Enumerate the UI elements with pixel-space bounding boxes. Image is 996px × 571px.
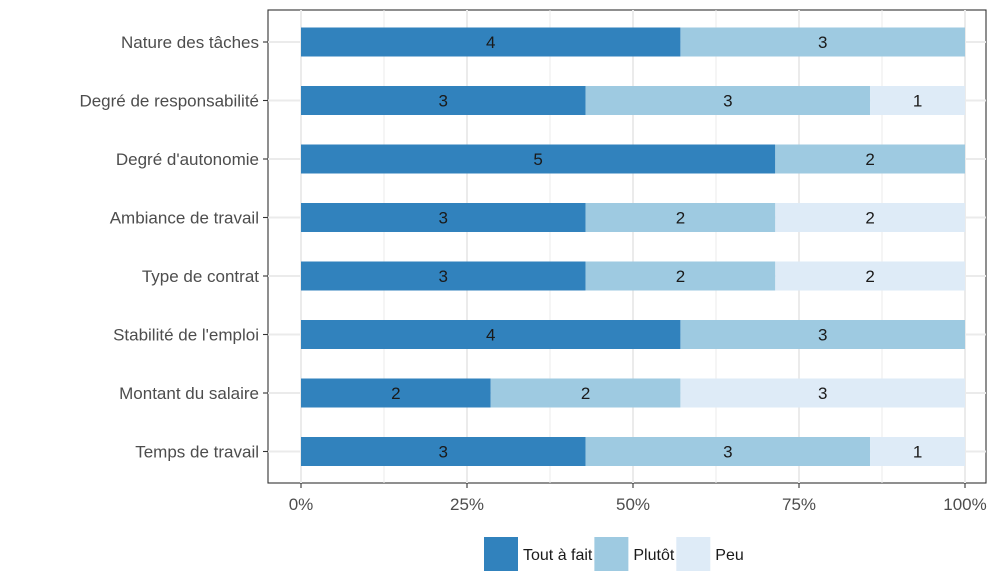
legend-label: Peu [715,547,743,564]
bar-value-label: 1 [913,92,922,111]
bar-segment [680,320,965,349]
legend-key [484,537,518,571]
y-tick-label: Degré de responsabilité [79,92,259,111]
bar-segment [301,320,681,349]
legend-label: Tout à fait [523,547,593,564]
x-tick-label: 0% [289,495,314,514]
bar-value-label: 2 [676,267,685,286]
y-tick-label: Ambiance de travail [110,209,259,228]
x-tick-label: 100% [943,495,986,514]
bar-value-label: 5 [533,150,542,169]
bar-segment [585,203,776,232]
plot-panel [267,9,987,484]
legend: Tout à fait Plutôt Peu [484,537,744,571]
bar-segment [301,261,586,291]
bar-segment [301,437,586,466]
bar-segment [301,86,586,115]
bar-segment [680,27,965,57]
bar-value-label: 2 [865,209,874,228]
bar-value-label: 2 [676,209,685,228]
bar-segment [870,86,965,115]
bar-value-label: 2 [581,384,590,403]
x-tick-label: 25% [450,495,484,514]
bar-value-label: 2 [391,384,400,403]
y-tick-label: Nature des tâches [121,33,259,52]
bar-segment [775,203,965,232]
bar-segment [870,437,965,466]
bar-value-label: 3 [439,443,448,462]
x-tick-label: 50% [616,495,650,514]
y-tick-label: Degré d'autonomie [116,150,259,169]
bar-segment [775,144,965,174]
bar-segment [680,378,965,408]
bar-value-label: 3 [723,443,732,462]
bar-segment [301,144,776,174]
bar-value-label: 3 [818,326,827,345]
legend-label: Plutôt [633,547,674,564]
bar-segment [301,378,491,408]
bar-value-label: 4 [486,33,495,52]
bar-value-label: 3 [723,92,732,111]
bar-value-label: 4 [486,326,495,345]
y-tick-label: Montant du salaire [119,384,259,403]
bar-value-label: 3 [818,384,827,403]
legend-key [676,537,711,571]
bar-value-label: 3 [439,92,448,111]
y-tick-label: Stabilité de l'emploi [113,326,259,345]
y-axis: Nature des tâches Degré de responsabilité… [79,33,268,462]
bar-segment [490,378,681,408]
bar-segment [301,203,586,232]
bar-segment [585,437,871,466]
bar-value-label: 2 [865,150,874,169]
x-tick-label: 75% [782,495,816,514]
y-tick-label: Type de contrat [142,267,259,286]
bar-value-label: 3 [439,209,448,228]
bar-value-label: 2 [865,267,874,286]
bar-value-label: 3 [818,33,827,52]
bar-segment [585,261,776,291]
x-axis: 0% 25% 50% 75% 100% [289,483,987,514]
bars-group [301,27,965,466]
y-tick-label: Temps de travail [135,443,259,462]
bar-value-label: 1 [913,443,922,462]
bar-labels-group: 4 3 3 3 1 5 2 3 2 2 3 2 2 4 3 2 2 3 3 3 1 [391,33,922,462]
legend-key [594,537,629,571]
bar-segment [585,86,871,115]
bar-segment [775,261,965,291]
bar-value-label: 3 [439,267,448,286]
bar-segment [301,27,681,57]
